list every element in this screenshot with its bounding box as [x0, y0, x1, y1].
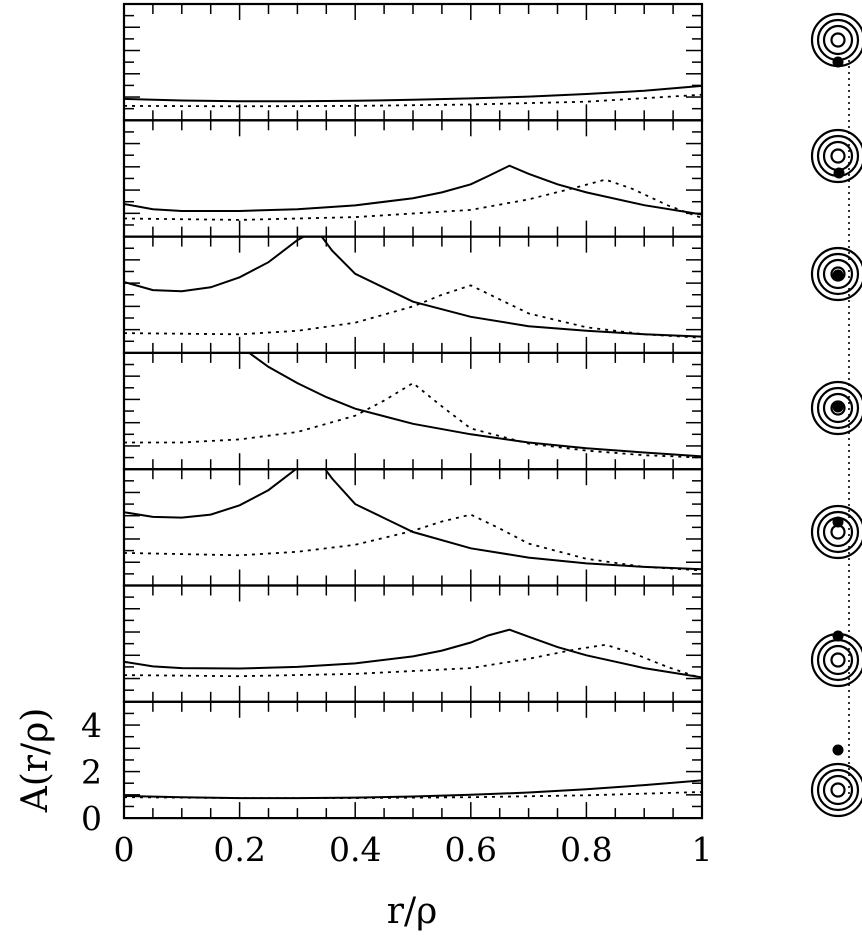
lens-ring	[830, 782, 846, 798]
series-solid	[124, 779, 702, 800]
panel-frame	[122, 119, 704, 238]
series-dotted	[124, 791, 702, 799]
panel-frame	[122, 2, 704, 122]
lens-ring	[822, 258, 854, 290]
series-solid	[124, 164, 702, 216]
lens-ring	[830, 652, 846, 668]
diagram-5	[810, 504, 862, 560]
plot-panels	[122, 2, 704, 820]
y-tick-label: 0	[81, 799, 102, 838]
source-dot	[832, 744, 844, 756]
lens-ring	[816, 768, 860, 812]
x-tick-label: 0.8	[560, 830, 612, 869]
lens-ring	[810, 762, 862, 818]
diagram-2	[810, 128, 862, 184]
lens-ring	[810, 632, 862, 688]
series-solid	[124, 84, 702, 103]
diagram-7	[810, 744, 862, 818]
lens-diagrams	[810, 12, 862, 818]
lens-ring	[830, 32, 846, 48]
panel-frame	[122, 235, 704, 355]
panel-7	[122, 700, 704, 820]
lens-ring	[810, 504, 862, 560]
source-dot	[832, 630, 844, 642]
y-tick-label: 4	[81, 706, 102, 745]
diagram-1	[810, 12, 862, 68]
source-dot	[832, 56, 844, 68]
series-solid	[124, 628, 702, 679]
lens-ring	[822, 140, 854, 172]
source-dot	[832, 269, 844, 281]
series-dotted	[124, 513, 702, 572]
panel-frame	[122, 700, 704, 820]
source-dot	[832, 401, 844, 413]
panel-frame	[122, 351, 704, 471]
lens-ring	[822, 774, 854, 806]
panel-6	[122, 584, 704, 703]
series-dotted	[124, 643, 702, 680]
panel-4	[122, 351, 704, 471]
x-axis-label: r/ρ	[387, 891, 438, 932]
lens-ring	[816, 252, 860, 296]
panel-1	[122, 2, 704, 122]
series-dotted	[124, 284, 702, 339]
lens-ring	[810, 380, 862, 436]
x-tick-label: 0.4	[329, 830, 381, 869]
x-tick-labels: 0 0.2 0.4 0.6 0.8 1	[114, 830, 713, 869]
panel-frame	[122, 468, 704, 587]
x-tick-label: 1	[692, 830, 713, 869]
y-tick-labels: 0 2 4	[81, 706, 102, 838]
lens-ring	[822, 24, 854, 56]
panel-3	[122, 235, 704, 355]
y-tick-label: 2	[81, 753, 102, 792]
lens-ring	[816, 386, 860, 430]
series-dotted	[124, 382, 702, 459]
lens-ring	[816, 510, 860, 554]
series-solid	[247, 352, 702, 458]
source-dot	[832, 516, 844, 528]
panel-5	[122, 468, 704, 587]
series-solid	[124, 469, 702, 571]
y-axis-label: A(r/ρ)	[15, 708, 56, 814]
x-tick-label: 0.6	[445, 830, 497, 869]
lens-ring	[822, 644, 854, 676]
lens-ring	[810, 246, 862, 302]
series-dotted	[124, 93, 702, 108]
lens-ring	[830, 148, 846, 164]
series-solid	[124, 236, 702, 338]
diagram-6	[810, 630, 862, 688]
panel-frame	[122, 584, 704, 703]
diagram-3	[810, 246, 862, 302]
diagram-4	[810, 380, 862, 436]
lens-ring	[810, 128, 862, 184]
source-dot	[833, 167, 845, 179]
x-tick-label: 0	[114, 830, 135, 869]
x-tick-label: 0.2	[213, 830, 265, 869]
lens-ring	[822, 392, 854, 424]
panel-2	[122, 119, 704, 238]
